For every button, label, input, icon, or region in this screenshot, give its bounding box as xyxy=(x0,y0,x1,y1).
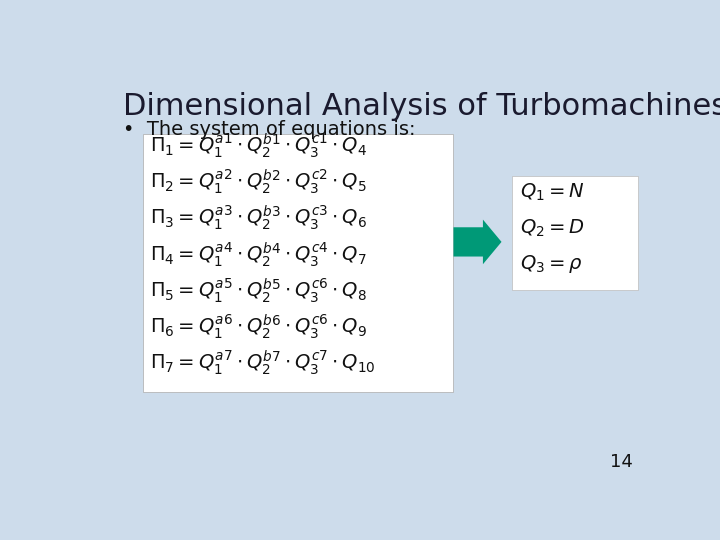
Text: 14: 14 xyxy=(610,454,632,471)
Text: $Q_2 = D$: $Q_2 = D$ xyxy=(520,218,585,239)
Text: $Q_3 = \rho$: $Q_3 = \rho$ xyxy=(520,253,582,275)
Text: $\Pi_3 = Q_1^{a3} \cdot Q_2^{b3} \cdot Q_3^{c3} \cdot Q_6$: $\Pi_3 = Q_1^{a3} \cdot Q_2^{b3} \cdot Q… xyxy=(150,204,367,232)
Polygon shape xyxy=(454,220,502,264)
Text: $Q_1 = N$: $Q_1 = N$ xyxy=(520,181,585,202)
Text: $\Pi_6 = Q_1^{a6} \cdot Q_2^{b6} \cdot Q_3^{c6} \cdot Q_9$: $\Pi_6 = Q_1^{a6} \cdot Q_2^{b6} \cdot Q… xyxy=(150,312,367,341)
Text: $\Pi_4 = Q_1^{a4} \cdot Q_2^{b4} \cdot Q_3^{c4} \cdot Q_7$: $\Pi_4 = Q_1^{a4} \cdot Q_2^{b4} \cdot Q… xyxy=(150,240,367,268)
Text: Dimensional Analysis of Turbomachines: Dimensional Analysis of Turbomachines xyxy=(122,92,720,121)
FancyBboxPatch shape xyxy=(143,134,453,392)
Text: $\Pi_5 = Q_1^{a5} \cdot Q_2^{b5} \cdot Q_3^{c6} \cdot Q_8$: $\Pi_5 = Q_1^{a5} \cdot Q_2^{b5} \cdot Q… xyxy=(150,276,367,305)
Text: •  The system of equations is:: • The system of equations is: xyxy=(122,120,415,139)
Text: $\Pi_1 = Q_1^{a1} \cdot Q_2^{b1} \cdot Q_3^{c1} \cdot Q_4$: $\Pi_1 = Q_1^{a1} \cdot Q_2^{b1} \cdot Q… xyxy=(150,131,367,160)
Text: $\Pi_2 = Q_1^{a2} \cdot Q_2^{b2} \cdot Q_3^{c2} \cdot Q_5$: $\Pi_2 = Q_1^{a2} \cdot Q_2^{b2} \cdot Q… xyxy=(150,167,367,196)
FancyBboxPatch shape xyxy=(513,176,638,289)
Text: $\Pi_7 = Q_1^{a7} \cdot Q_2^{b7} \cdot Q_3^{c7} \cdot Q_{10}$: $\Pi_7 = Q_1^{a7} \cdot Q_2^{b7} \cdot Q… xyxy=(150,348,376,377)
